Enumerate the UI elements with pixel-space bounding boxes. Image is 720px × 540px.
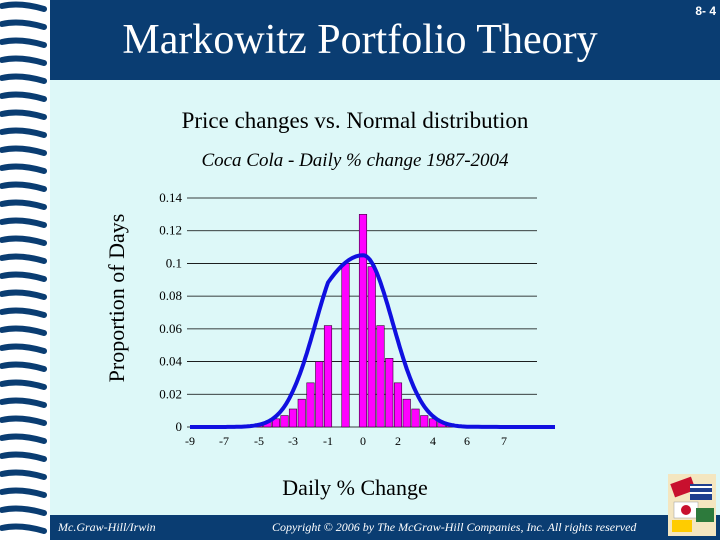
spiral-ring [0, 37, 47, 48]
histogram-bar [280, 415, 289, 428]
x-tick-label: -5 [254, 434, 264, 448]
slide-number: 8- 4 [695, 4, 716, 18]
y-tick-label: 0 [176, 419, 183, 434]
histogram-bar [315, 361, 324, 428]
copyright-text: Copyright © 2006 by The McGraw-Hill Comp… [272, 520, 637, 534]
spiral-ring [0, 145, 47, 156]
x-tick-label: -3 [288, 434, 298, 448]
spiral-ring [0, 109, 47, 120]
histogram-bar [385, 357, 394, 428]
y-tick-label: 0.1 [166, 255, 182, 270]
spiral-ring [0, 217, 47, 228]
spiral-ring [0, 451, 47, 462]
spiral-ring [0, 253, 47, 264]
spiral-rings [0, 1, 47, 534]
y-tick-label: 0.02 [159, 386, 182, 401]
spiral-ring [0, 1, 47, 12]
y-tick-label: 0.08 [159, 288, 182, 303]
histogram-bar [341, 263, 350, 428]
chart-subtitle: Coca Cola - Daily % change 1987-2004 [201, 150, 509, 171]
histogram-bars [228, 214, 490, 428]
slide-heading: Price changes vs. Normal distribution [181, 108, 529, 133]
flags-logo-icon [668, 474, 716, 536]
histogram-bar [367, 266, 376, 428]
spiral-ring [0, 469, 47, 480]
spiral-binding [0, 0, 50, 540]
spiral-ring [0, 397, 47, 408]
publisher-label: Mc.Graw-Hill/Irwin [58, 520, 156, 534]
y-tick-label: 0.04 [159, 354, 182, 369]
spiral-ring [0, 199, 47, 210]
spiral-ring [0, 415, 47, 426]
y-tick-label: 0.06 [159, 321, 182, 336]
x-tick-label: -9 [185, 434, 195, 448]
x-tick-label: -7 [219, 434, 229, 448]
x-tick-label: 4 [430, 434, 436, 448]
spiral-ring [0, 523, 47, 534]
spiral-ring [0, 55, 47, 66]
spiral-ring [0, 127, 47, 138]
spiral-ring [0, 235, 47, 246]
spiral-ring [0, 343, 47, 354]
spiral-ring [0, 307, 47, 318]
histogram-bar [271, 418, 281, 428]
histogram-bar [376, 325, 385, 428]
spiral-ring [0, 379, 47, 390]
x-tick-label: -1 [323, 434, 333, 448]
spiral-ring [0, 271, 47, 282]
histogram-bar [288, 408, 298, 428]
x-axis-ticks: -9 -7 -5 -3 -1 0 2 4 6 7 [185, 434, 507, 448]
histogram-bar [297, 398, 306, 428]
spiral-ring [0, 505, 47, 516]
x-tick-label: 7 [501, 434, 507, 448]
y-tick-label: 0.14 [159, 190, 182, 205]
x-tick-label: 2 [395, 434, 401, 448]
spiral-ring [0, 325, 47, 336]
spiral-ring [0, 487, 47, 498]
x-tick-label: 0 [360, 434, 366, 448]
histogram-bar [393, 382, 403, 428]
y-axis-label: Proportion of Days [104, 213, 129, 383]
spiral-ring [0, 91, 47, 102]
histogram-bar [402, 398, 411, 428]
spiral-ring [0, 289, 47, 300]
spiral-ring [0, 19, 47, 30]
spiral-ring [0, 433, 47, 444]
histogram-bar [323, 325, 333, 428]
spiral-ring [0, 73, 47, 84]
histogram-bar [420, 415, 429, 428]
spiral-ring [0, 361, 47, 372]
spiral-ring [0, 163, 47, 174]
spiral-ring [0, 181, 47, 192]
footer-band [50, 515, 720, 540]
histogram-bar [358, 214, 368, 428]
title-band [0, 0, 720, 80]
y-axis-ticks: 0 0.02 0.04 0.06 0.08 0.1 0.12 0.14 [159, 190, 182, 434]
histogram-bar [306, 382, 315, 428]
page-title: Markowitz Portfolio Theory [122, 17, 598, 63]
histogram-bar [428, 418, 438, 428]
x-tick-label: 6 [464, 434, 470, 448]
x-axis-label: Daily % Change [282, 475, 428, 500]
normal-curve [190, 253, 555, 429]
y-tick-label: 0.12 [159, 223, 182, 238]
histogram-bar [411, 408, 420, 428]
